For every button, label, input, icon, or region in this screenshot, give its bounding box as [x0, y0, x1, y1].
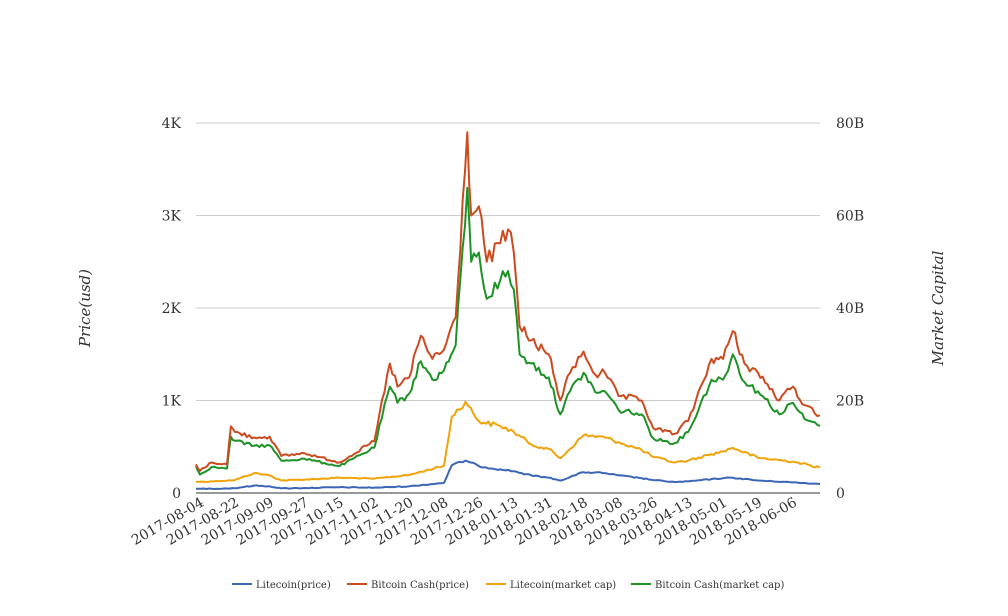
right-y-axis-title: Market Capital: [929, 250, 947, 366]
left-y-tick-label: 1K: [162, 394, 182, 410]
legend-label: Bitcoin Cash(price): [371, 580, 469, 591]
series-line: [195, 131, 821, 472]
series-line: [195, 459, 821, 490]
left-y-tick-label: 3K: [162, 209, 182, 225]
legend-label: Litecoin(market cap): [510, 580, 616, 591]
legend-label: Litecoin(price): [256, 580, 331, 591]
left-y-tick-label: 2K: [162, 301, 182, 317]
series-line: [196, 400, 821, 483]
series-lines: [195, 131, 821, 490]
legend: Litecoin(price) Bitcoin Cash(price) Liteco…: [232, 580, 784, 591]
legend-label: Bitcoin Cash(market cap): [655, 580, 784, 591]
gridlines: [196, 122, 820, 401]
right-y-tick-label: 60B: [836, 209, 864, 225]
right-y-tick-label: 0: [836, 486, 845, 502]
left-y-axis-title: Price(usd): [76, 269, 94, 348]
left-y-tick-label: 0: [172, 486, 181, 502]
right-y-tick-label: 20B: [836, 394, 864, 410]
left-y-tick-label: 4K: [162, 116, 182, 132]
x-tick-labels: 2017-08-042017-08-222017-09-092017-09-27…: [129, 495, 800, 549]
left-y-tick-labels: 0 1K 2K 3K 4K: [162, 116, 182, 502]
right-y-tick-labels: 0 20B 40B 60B 80B: [836, 116, 864, 502]
series-line: [195, 186, 821, 476]
right-y-tick-label: 40B: [836, 301, 864, 317]
right-y-tick-label: 80B: [836, 116, 864, 132]
